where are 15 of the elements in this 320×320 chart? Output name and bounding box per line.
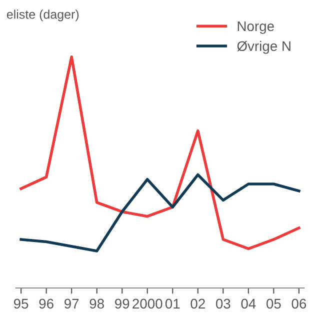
legend-label: Norge: [238, 21, 274, 34]
x-tick-label: 95: [14, 298, 28, 309]
x-tick-label: 06: [292, 298, 306, 309]
x-tick-label: 98: [90, 298, 104, 309]
x-tick-label: 96: [39, 298, 54, 309]
x-tick-label: 04: [241, 298, 256, 309]
x-tick-label: 99: [115, 298, 130, 309]
legend-label: Øvrige N: [237, 40, 290, 54]
x-tick-label: 02: [190, 298, 205, 309]
x-tick-label: 05: [266, 298, 281, 309]
y-axis-title: eliste (dager): [6, 10, 79, 22]
x-tick-label: 2000: [132, 298, 162, 309]
x-tick-label: 01: [165, 298, 180, 309]
x-tick-label: 03: [216, 298, 230, 309]
x-tick-label: 97: [64, 298, 79, 309]
